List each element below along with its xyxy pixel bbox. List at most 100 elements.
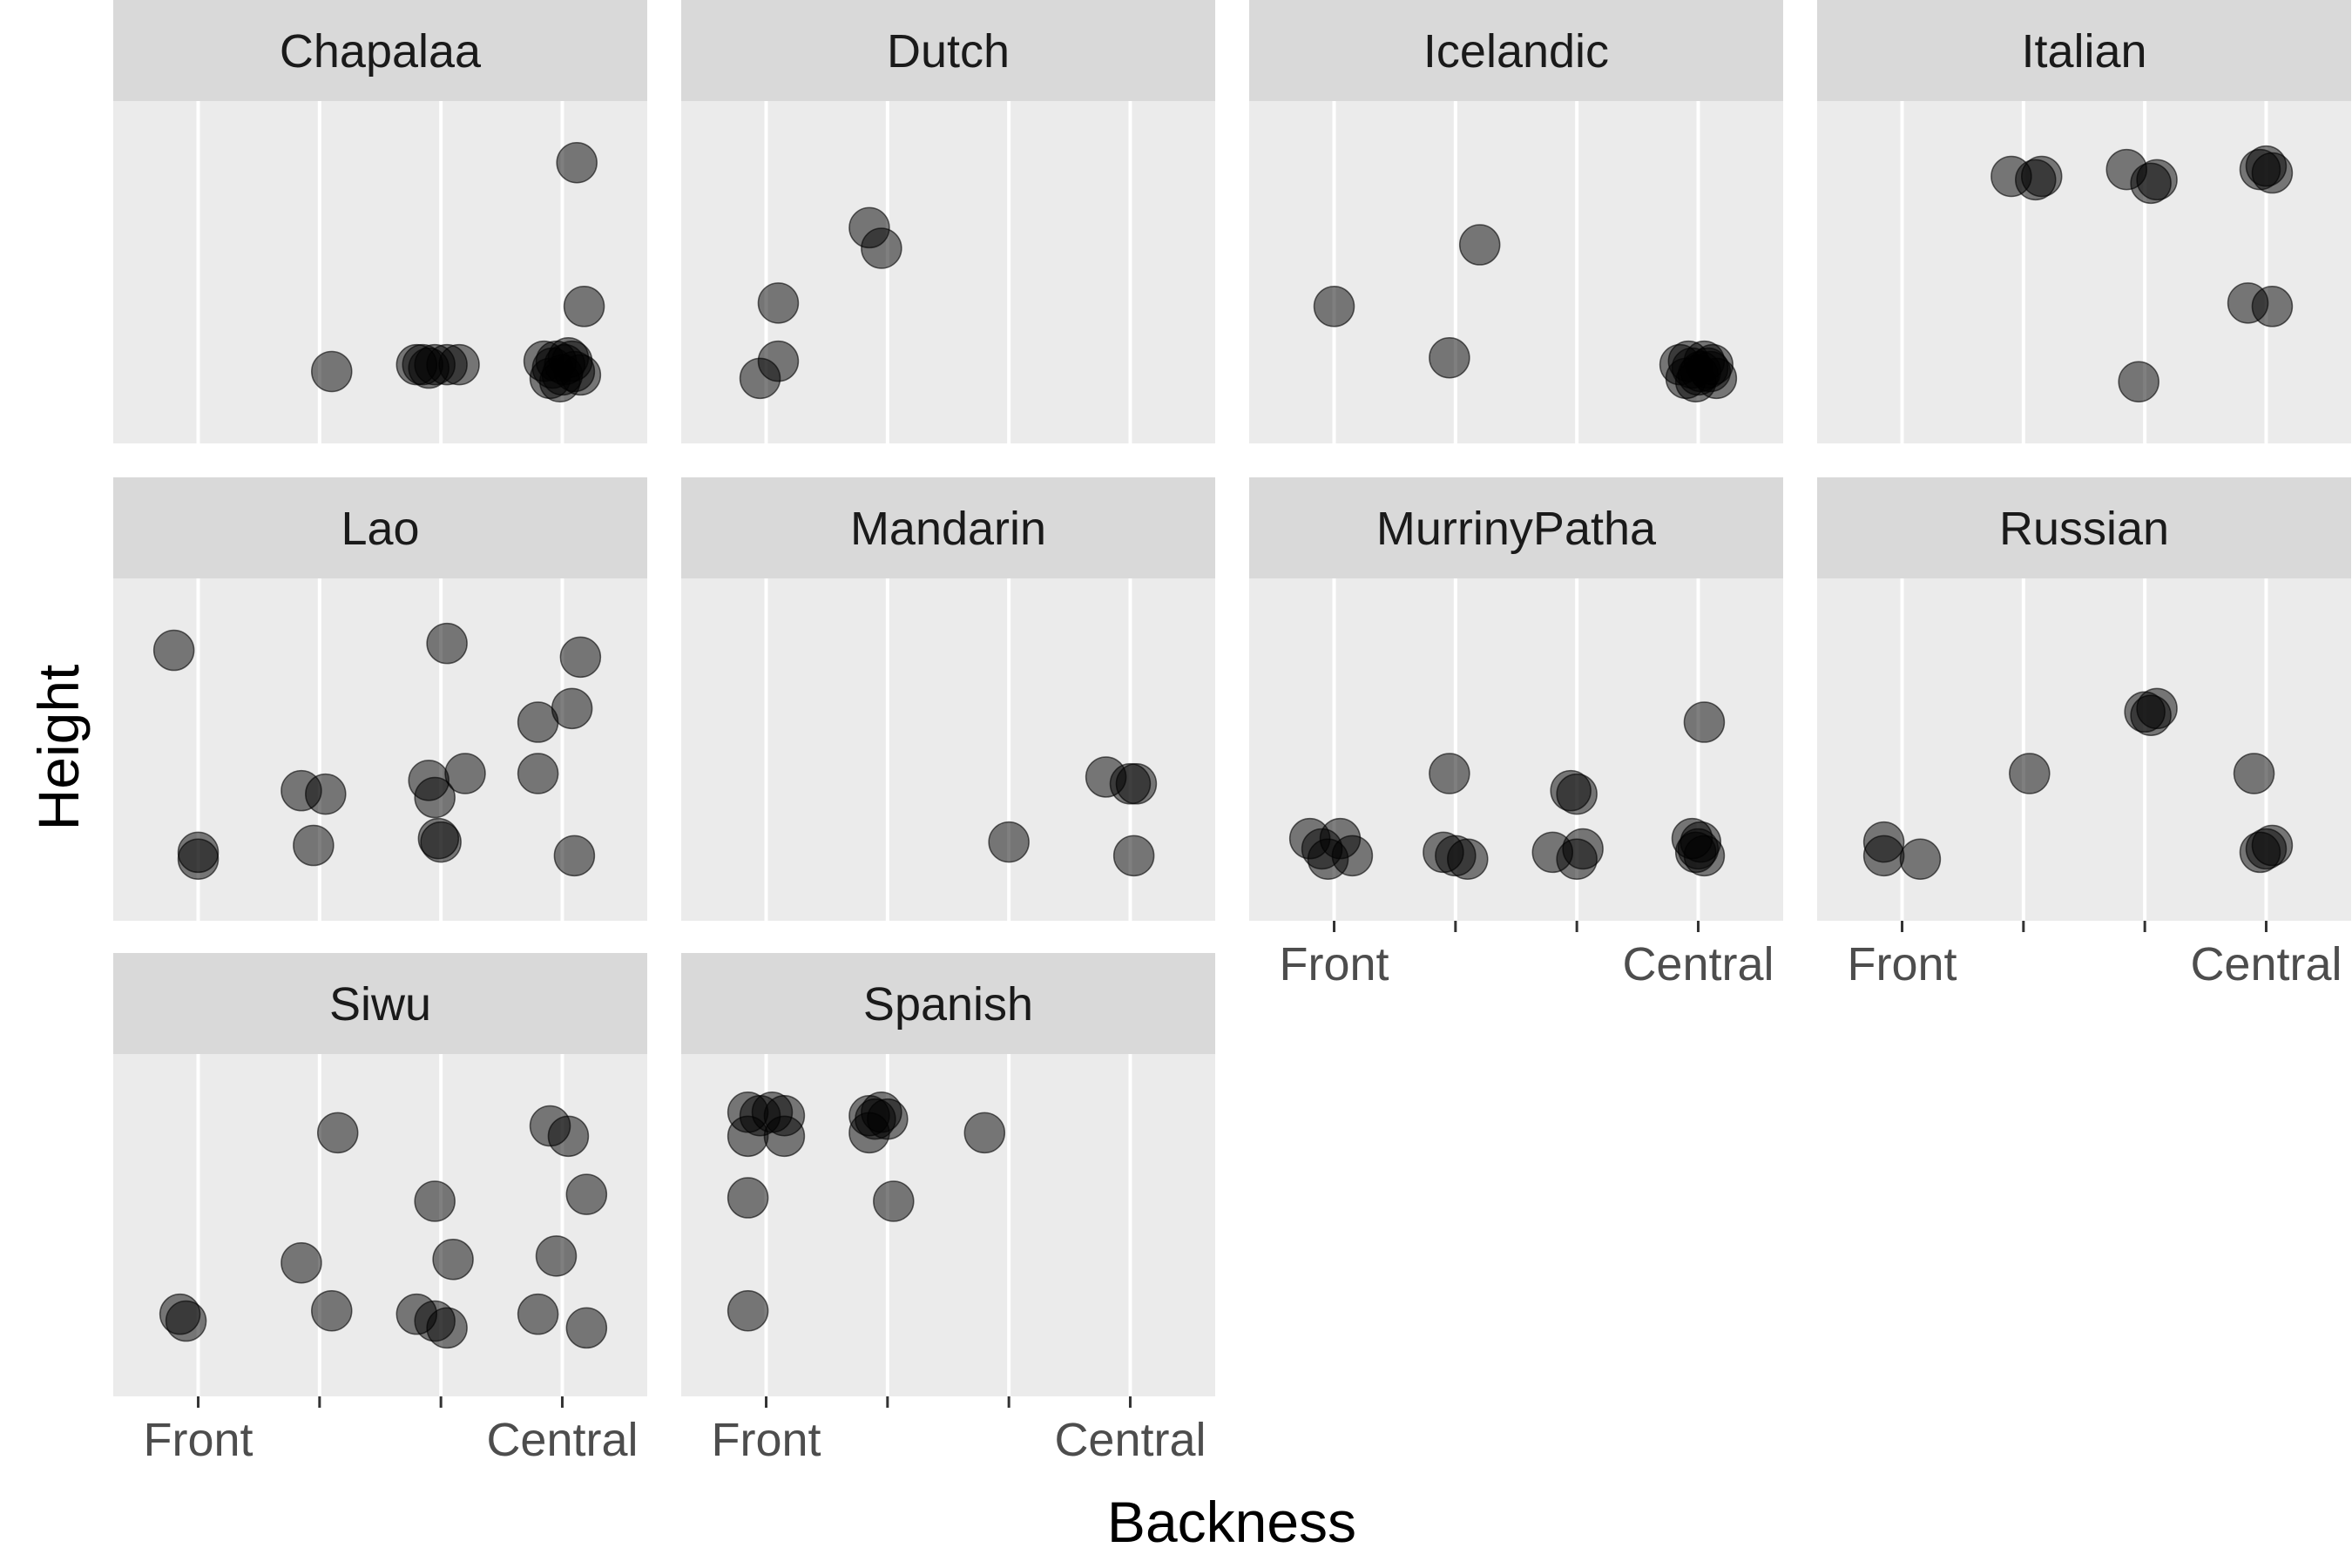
data-point — [727, 1177, 769, 1219]
data-point — [305, 773, 347, 815]
data-point — [177, 831, 220, 874]
data-point — [727, 1290, 769, 1332]
data-point — [1683, 701, 1726, 743]
x-tick-label: Central — [486, 1414, 638, 1466]
x-tick-label: Central — [2190, 938, 2342, 990]
facet-strip — [113, 477, 647, 578]
data-point — [551, 340, 593, 382]
data-point — [563, 286, 605, 328]
x-tick-label: Central — [1622, 938, 1774, 990]
facet-panel: Italian — [1817, 0, 2351, 443]
data-point — [280, 1241, 322, 1284]
data-point — [1429, 337, 1470, 379]
facet-panels: Chapalaa Dutch Icelandic Italian Lao Mandarin… — [113, 0, 2351, 1466]
panel-background — [113, 1054, 647, 1396]
x-tick-label: Front — [1847, 938, 1957, 990]
facet-panel: Lao — [113, 477, 647, 921]
data-point — [2118, 361, 2159, 403]
data-point — [763, 1115, 806, 1158]
facet-title: Lao — [341, 503, 419, 555]
data-point — [535, 1235, 578, 1277]
data-point — [420, 821, 462, 863]
data-point — [2251, 286, 2294, 328]
facet-title: Siwu — [329, 978, 431, 1031]
data-point — [848, 1112, 890, 1154]
data-point — [1313, 286, 1355, 328]
data-point — [311, 1290, 353, 1332]
facet-title: Spanish — [863, 978, 1033, 1031]
x-tick-label: Central — [1054, 1414, 1206, 1466]
facet-title: Chapalaa — [280, 25, 482, 78]
data-point — [1680, 821, 1722, 863]
data-point — [165, 1300, 207, 1342]
data-point — [1429, 753, 1470, 794]
data-point — [1692, 343, 1734, 386]
data-point — [1331, 835, 1374, 877]
facet-title: Italian — [2021, 25, 2146, 78]
facet-panel: Siwu Front Central — [113, 953, 647, 1466]
facet-panel: Dutch — [681, 0, 1215, 443]
data-point — [565, 1173, 608, 1215]
data-point — [1899, 838, 1942, 881]
data-point — [1862, 835, 1905, 877]
data-point — [551, 687, 593, 730]
data-point — [565, 1307, 608, 1349]
data-point — [414, 1180, 456, 1222]
facet-strip — [1817, 477, 2351, 578]
x-axis-title: Backness — [1107, 1490, 1356, 1554]
data-point — [2251, 152, 2294, 194]
data-point — [2136, 687, 2178, 730]
data-point — [1556, 773, 1598, 815]
facet-title: Icelandic — [1423, 25, 1609, 78]
data-point — [757, 282, 800, 324]
data-point — [873, 1180, 915, 1222]
data-point — [311, 350, 353, 393]
facet-strip — [1817, 0, 2351, 101]
facet-panel: Russian Front Central — [1817, 477, 2351, 990]
facet-title: Russian — [1999, 503, 2169, 555]
data-point — [1112, 835, 1155, 877]
data-point — [432, 1239, 474, 1281]
facet-strip — [681, 477, 1215, 578]
data-point — [547, 1115, 590, 1158]
data-point — [517, 753, 559, 794]
data-point — [739, 357, 781, 400]
facet-title: MurrinyPatha — [1376, 503, 1657, 555]
data-point — [2009, 753, 2051, 794]
data-point — [2251, 824, 2294, 867]
facet-strip — [1249, 0, 1783, 101]
data-point — [553, 835, 596, 877]
facet-panel: Spanish Front Central — [681, 953, 1215, 1466]
data-point — [293, 824, 335, 867]
facet-strip — [113, 953, 647, 1054]
facet-title: Dutch — [887, 25, 1010, 78]
facet-strip — [681, 0, 1215, 101]
facet-title: Mandarin — [850, 503, 1046, 555]
data-point — [316, 1112, 359, 1154]
facet-strip — [1249, 477, 1783, 578]
data-point — [2233, 753, 2275, 794]
data-point — [426, 1307, 468, 1349]
data-point — [444, 753, 486, 794]
data-point — [414, 776, 456, 819]
facet-panel: Mandarin — [681, 477, 1215, 921]
data-point — [1458, 224, 1501, 266]
data-point — [152, 629, 195, 672]
facet-panel: Chapalaa — [113, 0, 647, 443]
data-point — [861, 227, 902, 269]
facet-panel: Icelandic — [1249, 0, 1783, 443]
data-point — [559, 636, 602, 679]
data-point — [556, 141, 598, 184]
data-point — [727, 1115, 769, 1158]
data-point — [1115, 763, 1158, 805]
x-tick-label: Front — [711, 1414, 821, 1466]
facet-strip — [113, 0, 647, 101]
data-point — [395, 343, 438, 386]
data-point — [1447, 838, 1489, 881]
data-point — [517, 1293, 559, 1335]
facet-strip — [681, 953, 1215, 1054]
data-point — [2020, 155, 2063, 198]
data-point — [988, 821, 1030, 863]
data-point — [963, 1112, 1006, 1154]
